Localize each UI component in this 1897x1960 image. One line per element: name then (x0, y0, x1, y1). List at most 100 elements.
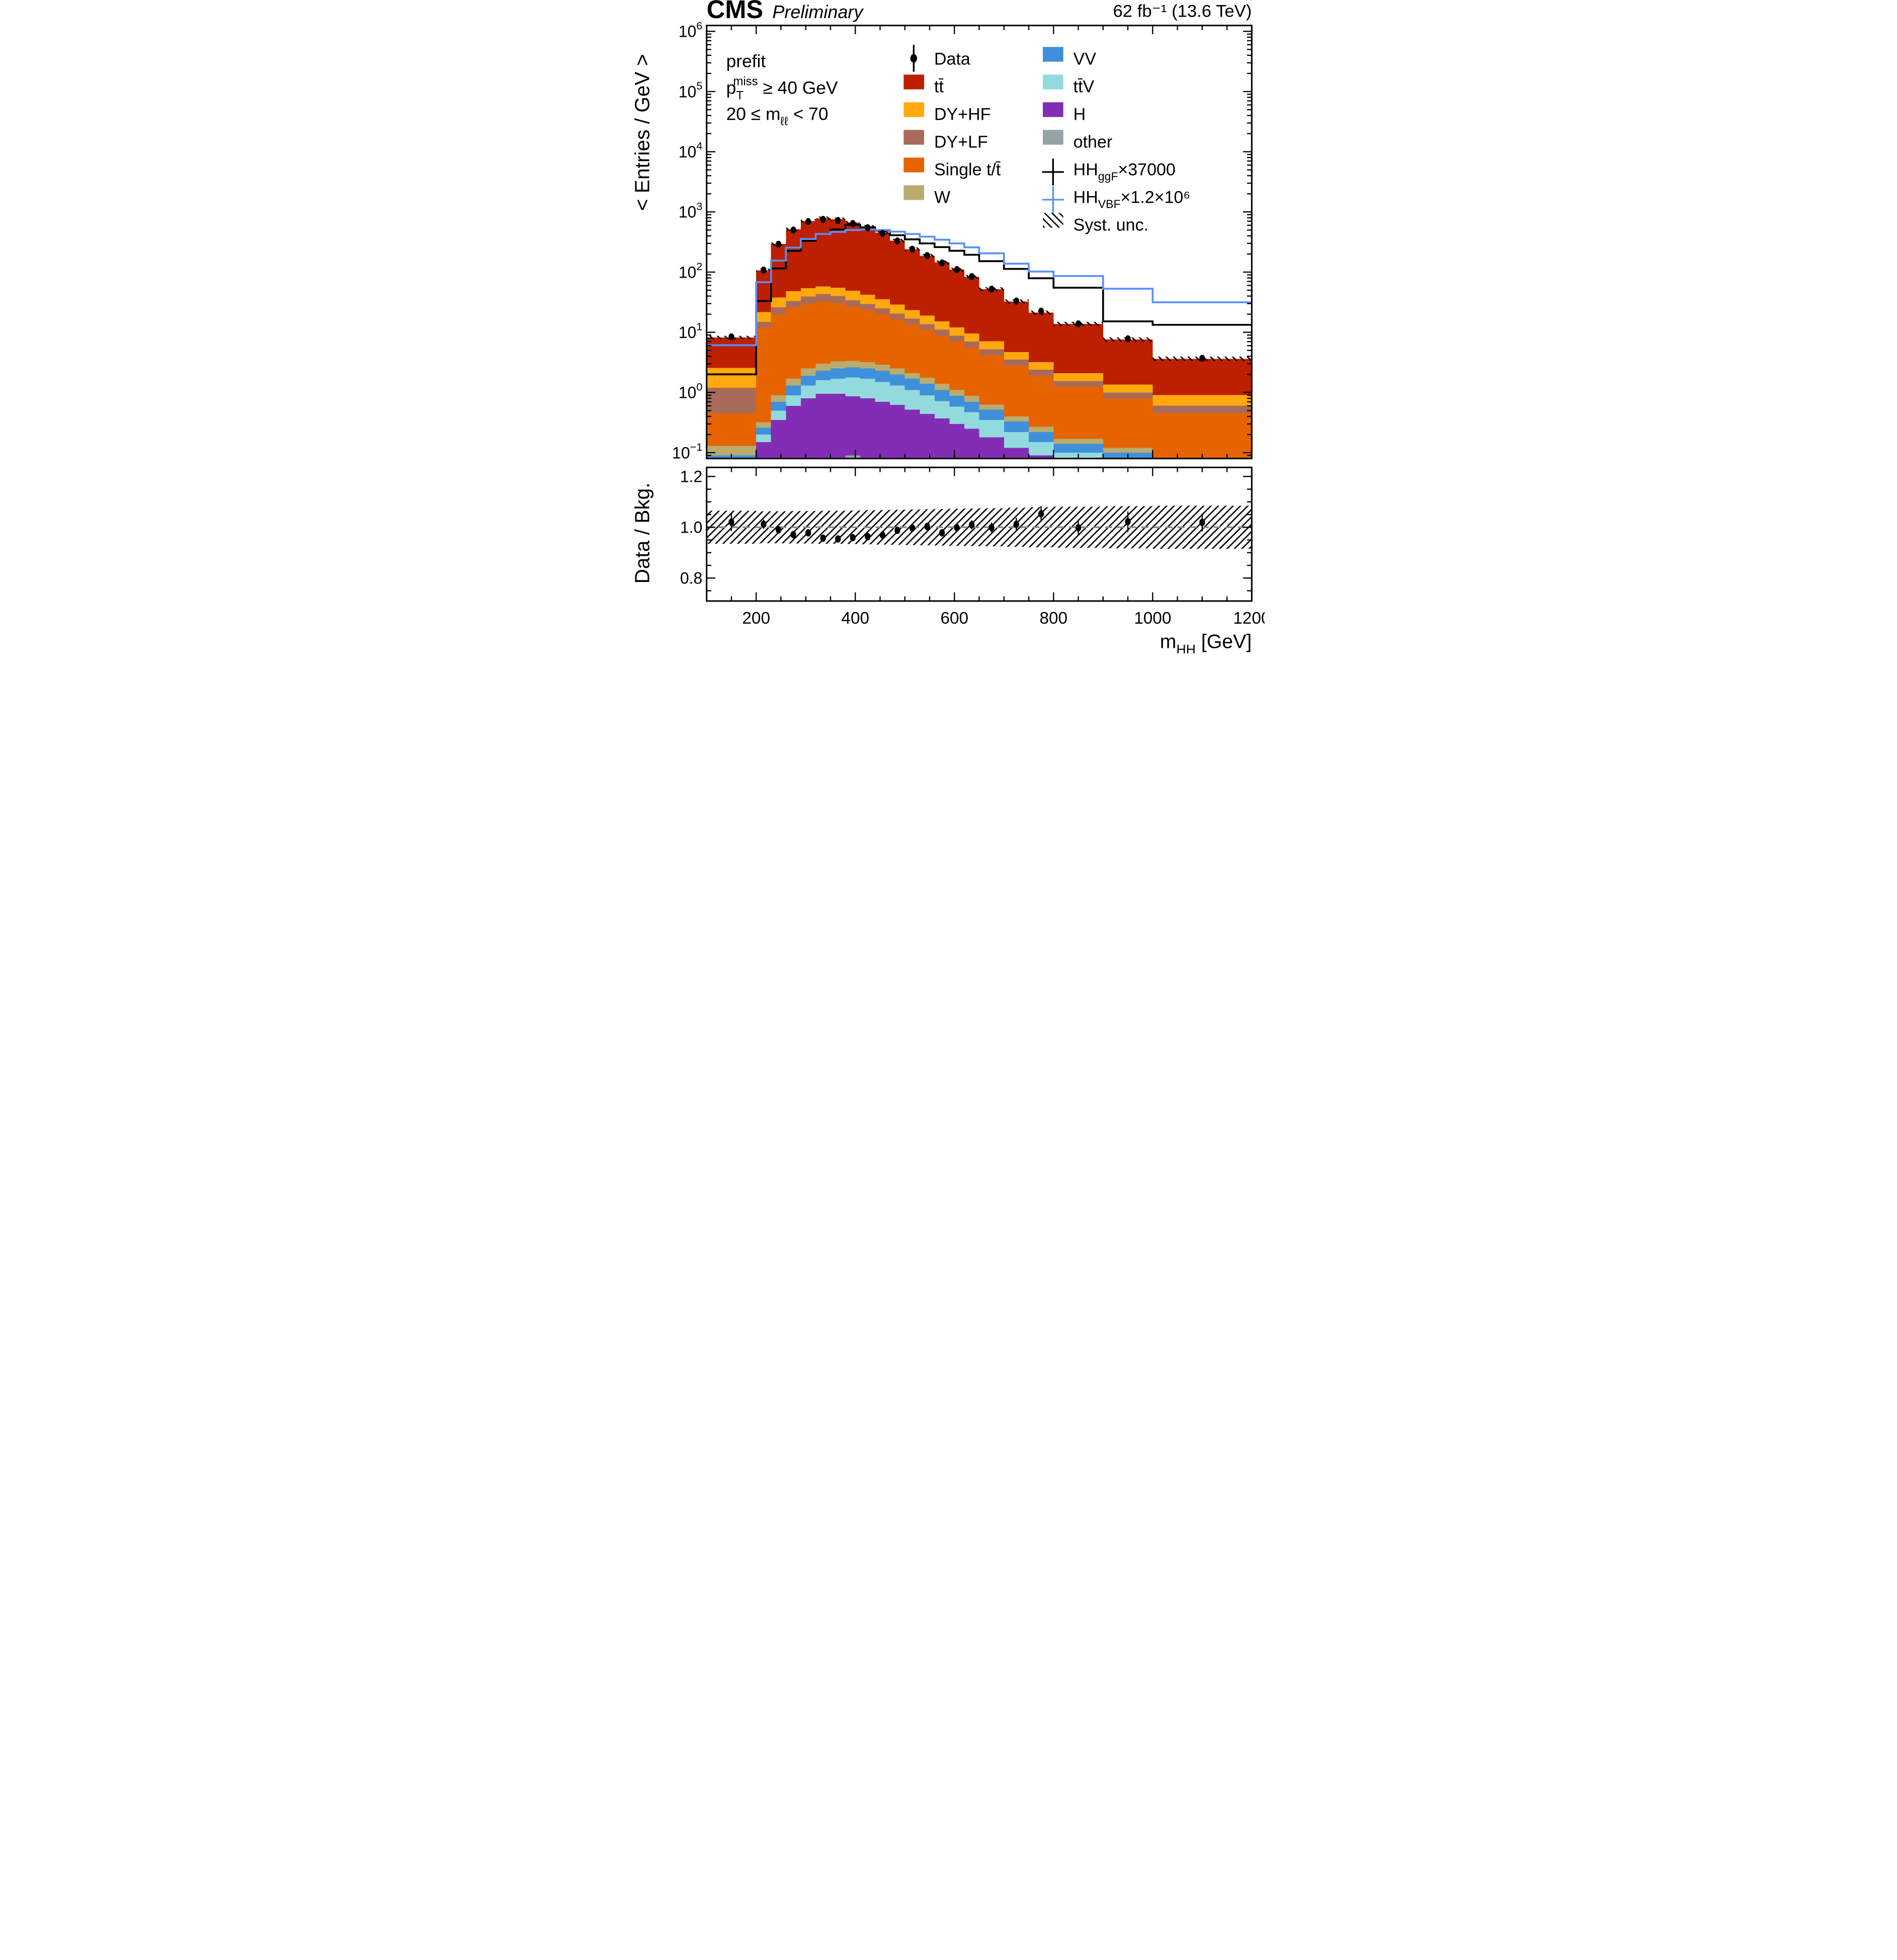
stack-bar-W (934, 383, 950, 390)
legend-label-hhvbf: HHVBF×1.2×10⁶ (1074, 188, 1191, 210)
legend: Data tt̄ DY+HF DY+LF Single t/t̄ W VV tt… (903, 45, 1148, 234)
stack-bar-ttV (875, 382, 890, 402)
stack-bar-ttV (800, 385, 816, 398)
legend-swatch-h (1043, 102, 1063, 117)
fit-status-label: prefit (726, 51, 766, 71)
x-tick-label: 1200 (1233, 609, 1265, 628)
stack-bar-tt (904, 249, 920, 310)
stack-bar-ttV (1029, 442, 1054, 456)
stack-bar-H (845, 396, 861, 456)
legend-label-syst: Syst. unc. (1074, 215, 1148, 234)
stack-bar-H (890, 405, 905, 459)
stack-bar-tt (771, 244, 786, 298)
stack-bar-singletop (934, 335, 950, 384)
stack-bar-DYHF (890, 304, 905, 314)
stack-bar-DYLF (1029, 369, 1054, 376)
stack-bar-singletop (771, 314, 786, 395)
stack-bar-VV (890, 374, 905, 386)
stack-bar-DYLF (800, 296, 816, 304)
ratio-marker (879, 531, 886, 539)
legend-label-w: W (934, 188, 950, 207)
ratio-marker (969, 521, 975, 529)
stack-bar-VV (800, 375, 816, 386)
stack-bar-W (920, 378, 935, 384)
stack-bar-tt (890, 240, 905, 305)
x-tick-label: 400 (841, 609, 869, 628)
ratio-marker (850, 534, 856, 542)
y-tick-label-main: 102 (679, 260, 703, 281)
stack-bar-H (964, 429, 979, 459)
stack-bar-singletop (815, 301, 831, 364)
data-marker (1013, 297, 1020, 305)
legend-swatch-dylf (903, 130, 924, 145)
stack-bar-W (786, 378, 801, 386)
lumi-label: 62 fb⁻¹ (13.6 TeV) (1113, 2, 1252, 21)
legend-label-ttv: tt̄V (1074, 77, 1095, 96)
stack-bar-VV (860, 368, 875, 379)
stack-bar-singletop (786, 307, 801, 379)
stack-bar-DYLF (979, 349, 1004, 355)
stack-bar-DYLF (934, 329, 950, 336)
stack-bar-tt (706, 337, 757, 368)
x-axis-title: mHH [GeV] (1160, 631, 1252, 653)
y-axis-title-ratio: Data / Bkg. (632, 482, 653, 583)
stack-bar-VV (756, 428, 771, 435)
stack-bar-DYHF (1053, 373, 1103, 381)
stack-bar-tt (860, 226, 875, 295)
stack-bar-DYHF (756, 312, 771, 322)
stack-bar-H (860, 398, 875, 459)
stack-bar-ttV (756, 434, 771, 442)
stack-bar-VV (1004, 421, 1029, 433)
stack-bar-VV (875, 371, 890, 382)
main-frame (706, 25, 1253, 460)
legend-swatch-other (1043, 130, 1063, 145)
stack-bar-VV (815, 371, 831, 380)
y-tick-label-main: 104 (679, 140, 703, 161)
stack-bar-ttV (830, 378, 846, 394)
data-marker (775, 240, 782, 248)
stack-bar-W (845, 361, 861, 368)
data-marker (879, 230, 886, 237)
stack-bar-ttV (920, 395, 935, 414)
legend-swatch-ttv (1043, 74, 1063, 90)
legend-label-data: Data (934, 49, 970, 68)
data-points-main (728, 216, 1205, 362)
legend-label-hhggf: HHggF×37000 (1074, 160, 1176, 183)
main-panel (706, 216, 1252, 459)
data-marker (988, 285, 995, 293)
stack-bar-DYHF (860, 295, 875, 304)
y-tick-label-main: 103 (679, 200, 703, 221)
stack-bar-DYHF (800, 288, 816, 297)
ratio-marker (924, 523, 930, 531)
y-tick-label-main: 106 (679, 19, 703, 40)
stack-bar-H (830, 393, 846, 459)
mll-cut-label: 20 ≤ mℓℓ < 70 (726, 104, 829, 128)
stack-bar-VV (904, 378, 920, 390)
stack-bar-singletop (979, 355, 1004, 405)
stack-bar-W (904, 373, 920, 379)
legend-label-vv: VV (1074, 49, 1097, 68)
data-marker (820, 216, 826, 223)
stack-bar-tt (815, 218, 831, 287)
ratio-marker (1125, 518, 1131, 526)
stack-bar-tt (1004, 301, 1029, 352)
stack-bar-DYHF (1103, 384, 1153, 393)
legend-label-dylf: DY+LF (934, 132, 988, 151)
stack-bar-H (756, 442, 771, 459)
ratio-marker (1075, 524, 1082, 532)
ratio-marker (790, 531, 796, 539)
stack-bar-ttV (786, 395, 801, 406)
stack-bar-DYLF (756, 321, 771, 328)
stack-bar-tt (979, 289, 1004, 342)
stack-bar-tt (830, 219, 846, 288)
stack-bar-DYLF (890, 313, 905, 319)
stack-bar-ttV (934, 401, 950, 419)
stack-bar-W (706, 446, 757, 456)
stack-bar-W (800, 368, 816, 376)
data-marker (835, 217, 841, 224)
stack-bar-singletop (904, 324, 920, 373)
stack-bar-DYLF (830, 296, 846, 303)
data-marker (939, 259, 945, 267)
stack-bar-H (979, 437, 1004, 459)
ratio-marker (939, 529, 945, 537)
